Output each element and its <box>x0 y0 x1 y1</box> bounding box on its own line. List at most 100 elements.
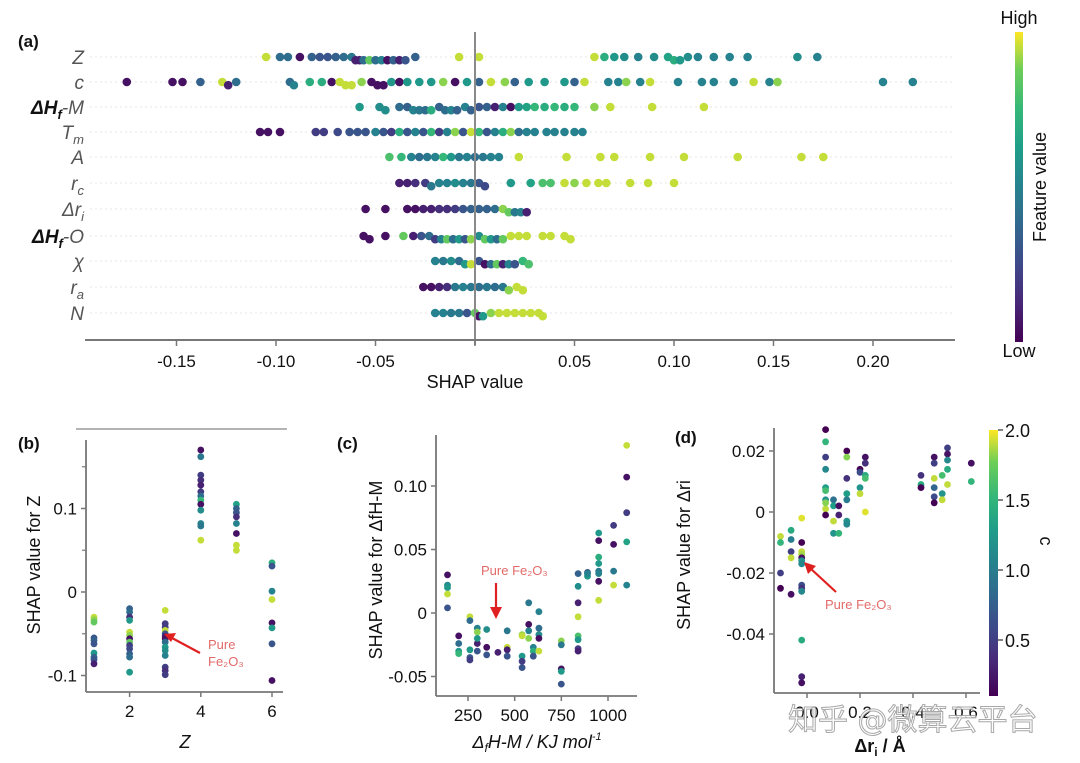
panel-c-ticks: 250 500 750 1000 -0.05 0 0.05 0.10 <box>388 477 627 725</box>
panel-a-point <box>331 52 341 62</box>
panel-d-x-tick-label: 0.2 <box>848 703 872 722</box>
panel-a-point <box>381 105 390 115</box>
panel-d-point <box>843 453 851 461</box>
panel-d-point <box>798 673 806 681</box>
panel-b-point <box>268 677 276 684</box>
panel-a-point <box>415 152 424 162</box>
panel-a-point <box>442 282 452 292</box>
panel-a-point <box>504 259 514 269</box>
panel-a-point <box>452 105 462 115</box>
panel-a-point <box>319 127 329 137</box>
panel-a-point <box>454 308 464 318</box>
panel-a-point <box>450 178 460 188</box>
panel-c-point <box>444 584 451 591</box>
panel-a-point <box>403 204 412 214</box>
panel-a-point <box>411 52 420 62</box>
panel-a-point <box>438 308 448 318</box>
panel-a-point <box>466 105 476 115</box>
panel-a-feature-label: ΔHf-O <box>31 227 84 251</box>
panel-a-point <box>122 77 132 87</box>
panel-a-point <box>446 256 456 266</box>
panel-a-point <box>474 282 484 292</box>
panel-a-point <box>307 52 317 62</box>
panel-d-point <box>861 453 869 461</box>
panel-a-point <box>438 77 448 87</box>
panel-c-point <box>623 442 631 449</box>
panel-a-point <box>524 259 533 269</box>
panel-d-point <box>830 529 837 537</box>
panel-c-x-title-prefix: Δ <box>471 732 484 752</box>
panel-d-point <box>830 517 837 525</box>
feature-label-main: r <box>71 174 78 195</box>
panel-c-point <box>623 473 631 481</box>
panel-b-annotation-line2: Fe₂O₃ <box>208 654 244 669</box>
panel-d-point <box>930 484 938 491</box>
panel-a-point <box>379 80 388 90</box>
panel-a-point <box>446 152 456 162</box>
panel-d-point <box>822 465 829 473</box>
panel-b-point <box>197 500 205 508</box>
panel-a-point <box>506 127 516 137</box>
panel-a-point <box>474 204 484 214</box>
panel-a-point <box>460 259 470 269</box>
panel-a-x-tick-label: 0.20 <box>856 352 889 371</box>
panel-b-x-axis-title: Z <box>179 732 192 752</box>
panel-c-x-title-sup: -1 <box>592 731 602 743</box>
panel-b-ticks: 2 4 6 -0.1 0 0.1 <box>48 466 277 721</box>
panel-a-point <box>625 178 635 188</box>
panel-a-point <box>550 127 559 137</box>
panel-c-point <box>610 567 617 575</box>
panel-a-point <box>526 308 535 318</box>
panel-b-annotation-arrow <box>171 637 201 654</box>
panel-a-point <box>614 77 623 87</box>
panel-c-point <box>518 632 526 640</box>
panel-b-point <box>161 647 169 654</box>
panel-c-label: (c) <box>337 434 358 453</box>
panel-a-point <box>570 178 579 188</box>
feature-label-suffix: -O <box>63 227 84 248</box>
feature-label-main: r <box>75 200 82 221</box>
panel-a-x-tick-label: 0.15 <box>757 352 790 371</box>
panel-a-point <box>645 152 655 162</box>
panel-c-point <box>518 664 526 671</box>
panel-a-point <box>510 207 520 217</box>
panel-a-point <box>387 127 396 137</box>
panel-a-point <box>365 234 374 244</box>
panel-a-point <box>255 127 265 137</box>
panel-d-point <box>798 679 806 687</box>
panel-a-point <box>466 127 476 137</box>
panel-a-point <box>582 178 591 188</box>
panel-a-feature-rows <box>90 56 955 314</box>
panel-d-point <box>787 548 795 555</box>
panel-a-point <box>339 52 349 62</box>
panel-c-point <box>455 650 463 657</box>
panel-a-x-tick-label: -0.10 <box>257 352 296 371</box>
panel-a-point <box>355 102 364 112</box>
panel-a-point <box>522 207 531 217</box>
panel-d-annotation: Pure Fe₂O₃ <box>804 562 892 612</box>
panel-a-point <box>466 282 476 292</box>
panel-c-point <box>574 570 582 577</box>
panel-c-point <box>503 627 511 635</box>
panel-a-point <box>514 231 524 241</box>
panel-a-point <box>345 127 354 137</box>
panel-d-point <box>930 475 938 482</box>
feature-label-main: χ <box>72 252 85 273</box>
panel-d-point <box>917 484 925 491</box>
panel-a-point <box>502 308 512 318</box>
panel-c-point <box>483 626 491 633</box>
panel-c-point <box>535 635 543 642</box>
panel-a-point <box>498 259 508 269</box>
panel-a-point <box>387 77 396 87</box>
panel-a-point <box>438 256 448 266</box>
panel-d-x-axis-title: Δri / Å <box>854 736 905 759</box>
panel-a-point <box>602 178 611 188</box>
panel-a-point <box>403 77 412 87</box>
panel-a-point <box>415 77 424 87</box>
panel-d: (d) 0.0 0.2 0.4 0.6 -0.04 -0.02 0 0.02 SHAP val… <box>674 421 1056 759</box>
panel-b-point <box>268 640 276 648</box>
panel-a-point <box>442 178 452 188</box>
panel-a-feature-label: N <box>70 304 84 325</box>
panel-a-point <box>263 127 273 137</box>
panel-a-point <box>395 77 404 87</box>
